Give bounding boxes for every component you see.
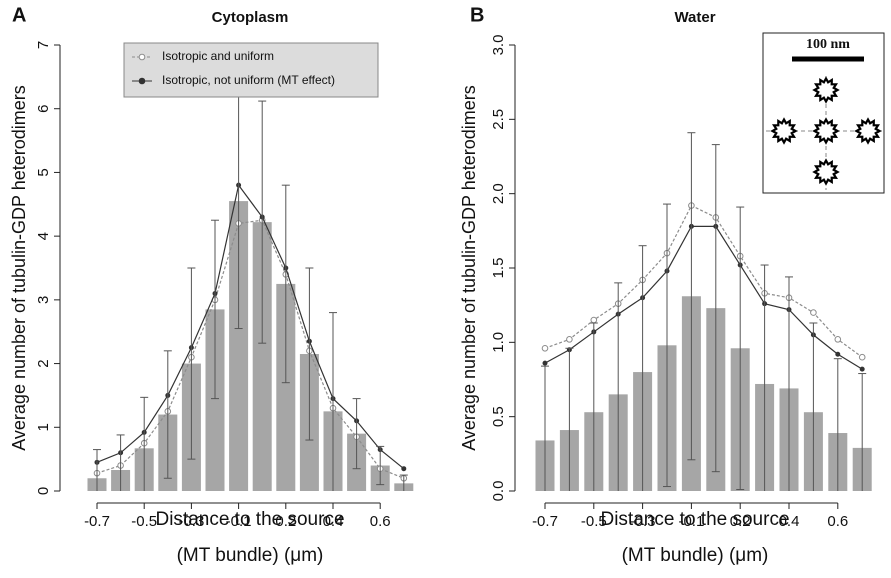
x-axis-label: (MT bundle) (μm): [622, 545, 769, 566]
y-tick-label: 2.5: [490, 109, 507, 130]
error-bar: [833, 358, 842, 491]
x-tick-label: -0.3: [178, 513, 204, 530]
x-tick-label: 0.4: [323, 513, 344, 530]
error-bar: [116, 434, 125, 491]
y-tick-label: 3.0: [490, 35, 507, 56]
line: [96, 183, 405, 470]
x-tick-label: -0.7: [84, 513, 110, 530]
x-axis-label: (MT bundle) (μm): [177, 545, 324, 566]
bar: [252, 222, 272, 491]
x-tick-label: -0.3: [630, 513, 656, 530]
line: [544, 204, 863, 358]
x-tick-label: -0.5: [581, 513, 607, 530]
y-tick-label: 1.5: [490, 258, 507, 279]
y-tick-label: 6: [35, 105, 52, 113]
y-tick-label: 3: [35, 296, 52, 304]
error-bar: [809, 322, 818, 491]
x-tick-label: -0.1: [678, 513, 704, 530]
error-bar: [785, 276, 793, 491]
error-bar: [760, 264, 769, 491]
error-bar: [140, 396, 149, 491]
x-tick-label: -0.5: [131, 513, 157, 530]
point: [566, 336, 573, 343]
error-bar: [638, 245, 647, 491]
error-bar: [305, 267, 314, 441]
x-axis-label: Distance to the source: [600, 509, 789, 530]
error-bar: [663, 203, 671, 488]
x-axis-label: Distance to the source: [155, 509, 344, 530]
error-bar: [614, 282, 623, 491]
error-bar: [858, 373, 867, 491]
error-bar: [399, 474, 408, 491]
point: [859, 366, 865, 372]
error-bar: [211, 219, 219, 400]
legend-box: [123, 42, 379, 98]
bar: [229, 201, 249, 491]
error-bar: [281, 184, 290, 384]
chart-title: Cytoplasm: [212, 9, 289, 26]
legend-label: Isotropic and uniform: [162, 49, 274, 63]
legend-label: Isotropic, not uniform (MT effect): [162, 73, 335, 87]
y-tick-label: 7: [35, 41, 52, 49]
x-tick-label: 0.6: [827, 513, 848, 530]
point: [810, 309, 817, 316]
y-axis-label: Average number of tubulin-GDP heterodime…: [459, 85, 479, 451]
bar: [276, 283, 296, 491]
panel-letter: A: [12, 4, 26, 26]
error-bar: [187, 267, 196, 460]
y-tick-label: 4: [35, 232, 52, 240]
y-tick-label: 0.0: [490, 481, 507, 502]
point: [835, 351, 841, 357]
y-tick-label: 5: [35, 168, 52, 176]
error-bar: [376, 445, 385, 486]
y-tick-label: 1.0: [490, 332, 507, 353]
y-tick-label: 0.5: [490, 406, 507, 427]
mt-bundle-icon: [770, 117, 798, 145]
point: [542, 360, 548, 366]
error-bar: [258, 100, 267, 344]
x-tick-label: 0.6: [370, 513, 391, 530]
inset-label: 100 nm: [806, 37, 850, 52]
error-bar: [541, 365, 549, 491]
error-bar: [687, 132, 696, 461]
point: [541, 344, 549, 352]
legend-marker: [138, 53, 146, 61]
y-axis-label: Average number of tubulin-GDP heterodime…: [9, 85, 29, 451]
error-bar: [711, 144, 720, 473]
error-bar: [565, 347, 574, 491]
point: [401, 466, 407, 472]
mt-bundle-icon: [812, 117, 840, 145]
error-bar: [589, 322, 598, 491]
point: [590, 316, 598, 324]
mt-bundle-icon: [812, 158, 840, 186]
x-tick-label: -0.1: [226, 513, 252, 530]
x-tick-label: 0.2: [730, 513, 751, 530]
y-tick-label: 0: [35, 487, 52, 495]
mt-bundle-icon: [854, 117, 882, 145]
error-bar: [352, 398, 361, 470]
error-bar: [93, 449, 101, 491]
chart-title: Water: [674, 9, 715, 26]
error-bar: [329, 312, 337, 491]
y-tick-label: 1: [35, 423, 52, 431]
panel-letter: B: [470, 4, 484, 26]
point: [858, 353, 866, 361]
line: [544, 225, 863, 370]
error-bar: [163, 350, 172, 479]
y-tick-label: 2.0: [490, 183, 507, 204]
y-tick-label: 2: [35, 359, 52, 367]
mt-bundle-icon: [812, 76, 840, 104]
x-tick-label: 0.4: [779, 513, 800, 530]
bar: [205, 309, 225, 491]
x-tick-label: -0.7: [532, 513, 558, 530]
point: [834, 336, 842, 343]
legend-marker: [138, 77, 146, 85]
inset: 100 nm: [762, 32, 885, 194]
error-bar: [736, 206, 745, 491]
x-tick-label: 0.2: [275, 513, 296, 530]
